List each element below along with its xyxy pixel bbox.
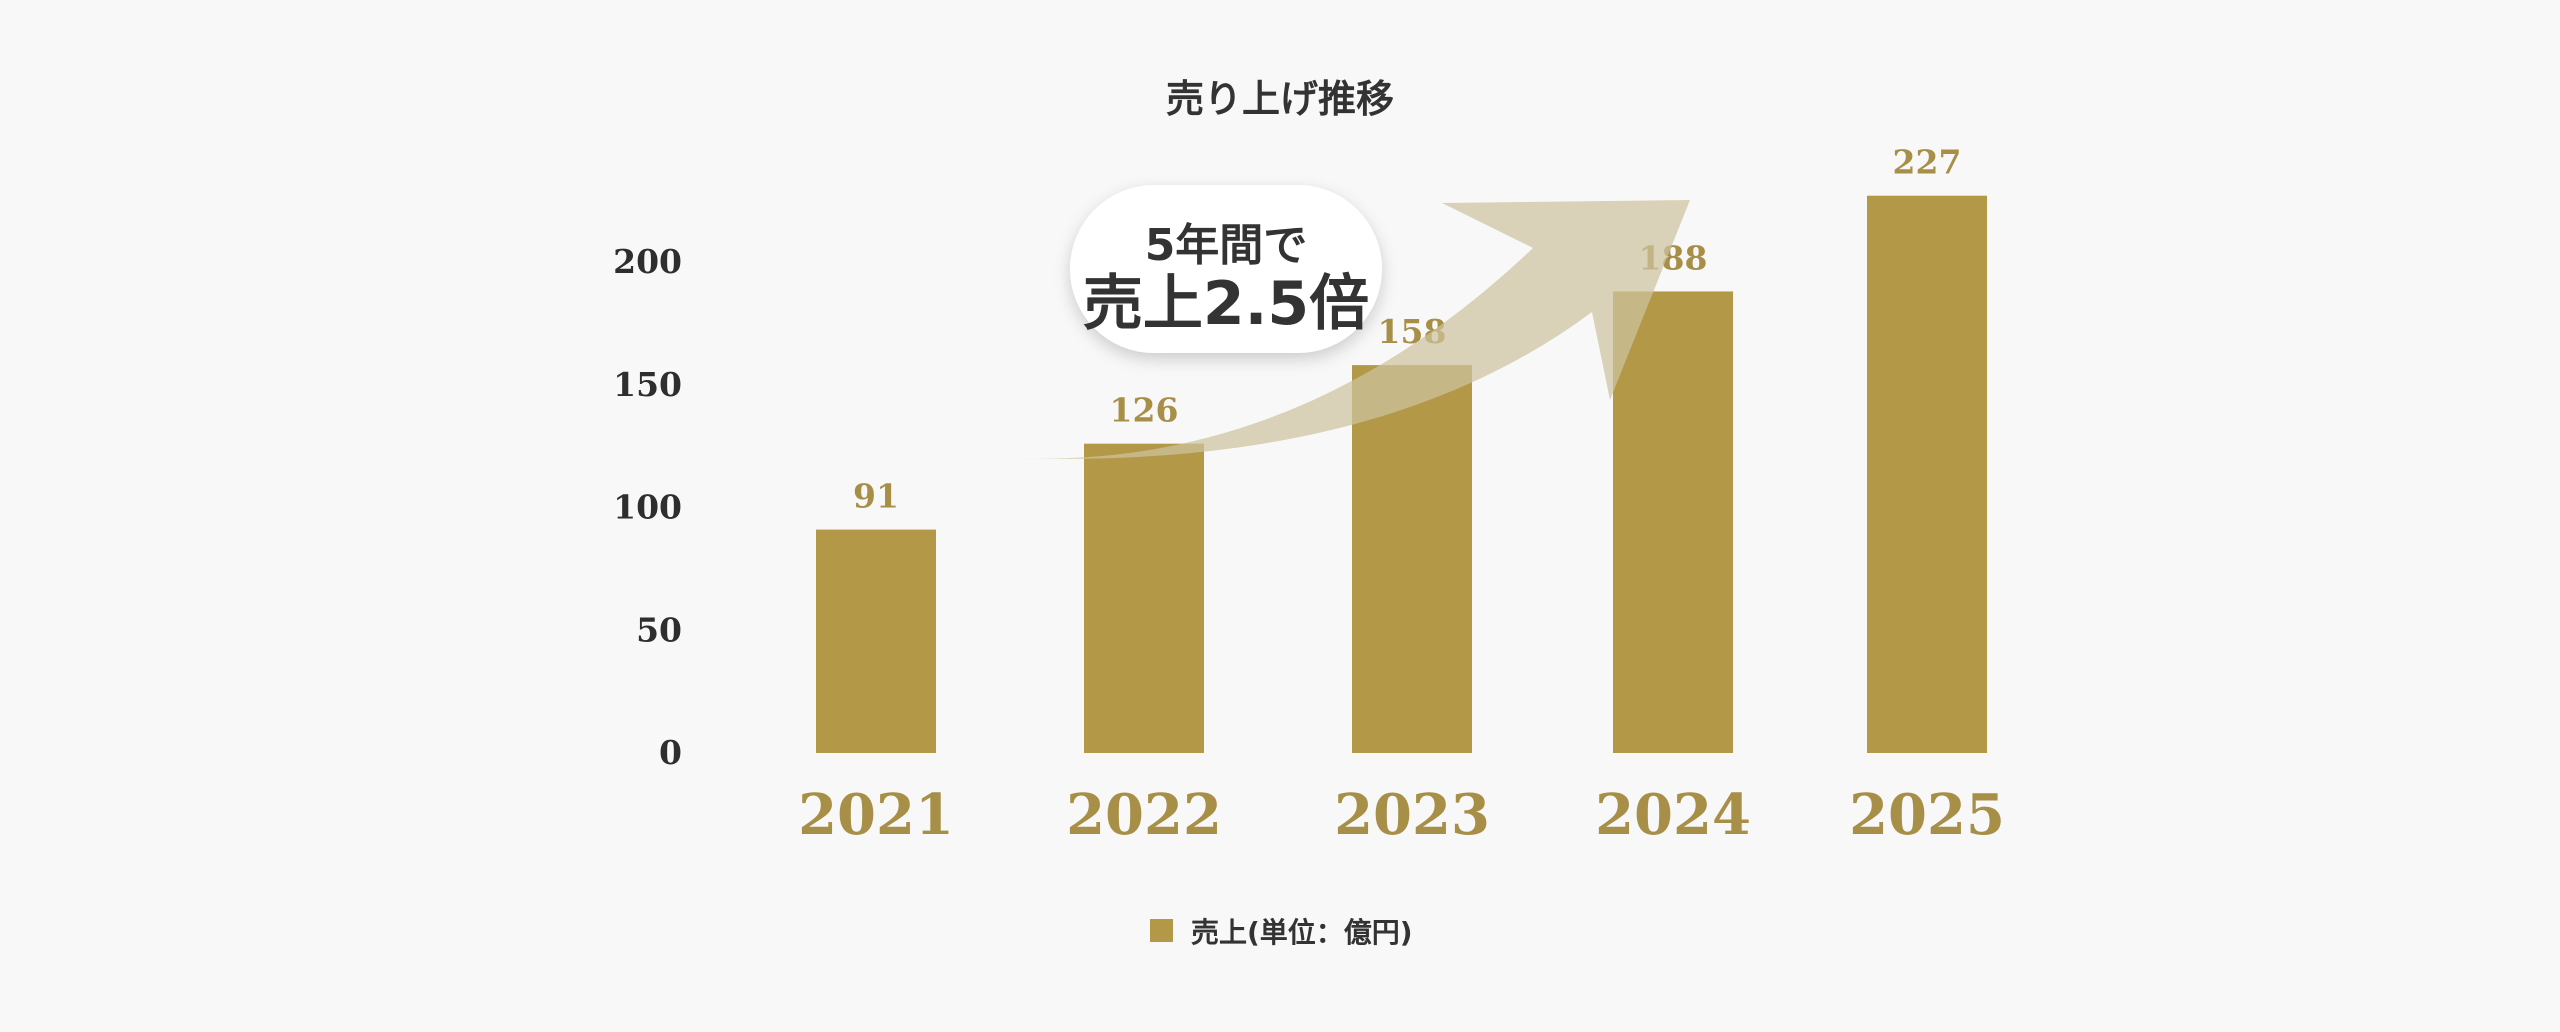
y-axis: 0 50 100 150 200 xyxy=(613,242,682,772)
bars-group xyxy=(816,195,1987,754)
data-label: 126 xyxy=(1110,391,1179,430)
legend: 売上(単位：億円) xyxy=(1150,916,1413,949)
growth-arrow-icon xyxy=(1013,200,1690,459)
x-axis: 2021 2022 2023 2024 2025 xyxy=(798,782,2005,848)
y-tick-label: 150 xyxy=(613,365,682,404)
callout-line2: 売上2.5倍 xyxy=(1083,269,1369,339)
legend-label: 売上(単位：億円) xyxy=(1191,916,1413,949)
chart-title: 売り上げ推移 xyxy=(1166,77,1394,121)
x-tick-label: 2025 xyxy=(1849,782,2005,848)
x-tick-label: 2021 xyxy=(798,782,954,848)
y-tick-label: 50 xyxy=(636,610,682,649)
y-tick-label: 200 xyxy=(613,242,682,281)
bar xyxy=(1352,365,1472,753)
callout-line1: 5年間で xyxy=(1145,220,1308,271)
data-label: 91 xyxy=(853,477,899,516)
x-tick-label: 2023 xyxy=(1334,782,1490,848)
growth-callout: 5年間で 売上2.5倍 xyxy=(1070,185,1382,353)
callout-bubble xyxy=(1070,185,1382,353)
bar xyxy=(1084,443,1204,753)
x-tick-label: 2022 xyxy=(1066,782,1222,848)
bar xyxy=(1867,195,1987,754)
bar xyxy=(816,529,936,753)
data-label: 227 xyxy=(1893,143,1962,182)
y-tick-label: 100 xyxy=(613,488,682,527)
legend-swatch xyxy=(1150,919,1173,942)
x-tick-label: 2024 xyxy=(1595,782,1751,848)
bar xyxy=(1613,291,1733,753)
y-tick-label: 0 xyxy=(659,733,682,772)
